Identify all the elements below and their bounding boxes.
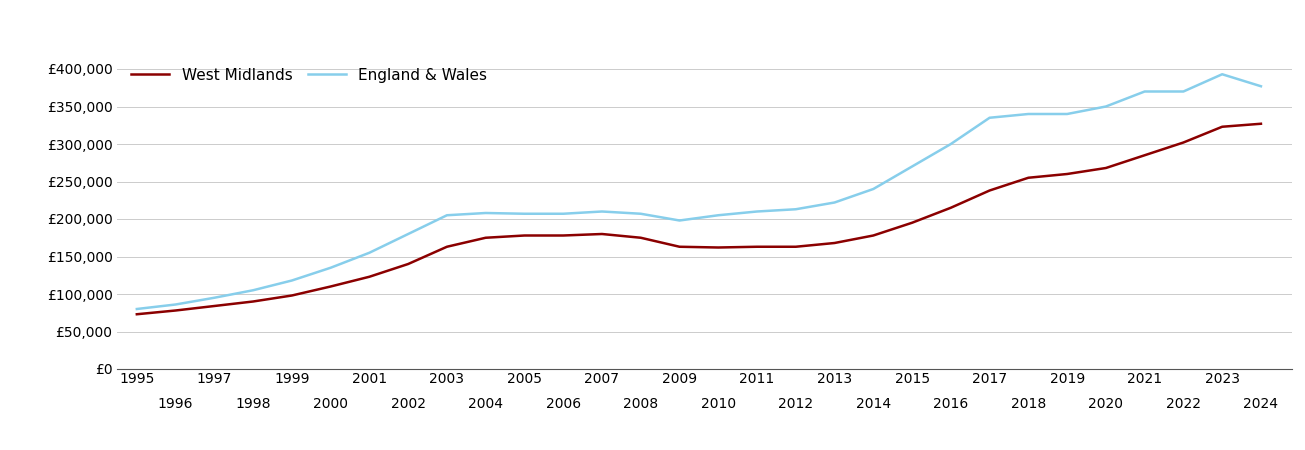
Line: West Midlands: West Midlands: [137, 124, 1261, 314]
West Midlands: [168, 308, 184, 313]
West Midlands: [1060, 171, 1075, 177]
England & Wales: [827, 200, 843, 205]
England & Wales: [322, 265, 338, 270]
England & Wales: [361, 250, 377, 256]
England & Wales: [1253, 84, 1268, 89]
West Midlands: [594, 231, 609, 237]
England & Wales: [1021, 111, 1036, 117]
England & Wales: [556, 211, 572, 216]
West Midlands: [1176, 140, 1191, 145]
West Midlands: [438, 244, 454, 249]
England & Wales: [517, 211, 532, 216]
England & Wales: [710, 212, 726, 218]
England & Wales: [478, 210, 493, 216]
West Midlands: [1253, 121, 1268, 126]
West Midlands: [478, 235, 493, 240]
England & Wales: [284, 278, 300, 283]
West Midlands: [788, 244, 804, 249]
Legend: West Midlands, England & Wales: West Midlands, England & Wales: [125, 62, 493, 89]
West Midlands: [206, 303, 222, 309]
England & Wales: [749, 209, 765, 214]
West Midlands: [710, 245, 726, 250]
West Midlands: [556, 233, 572, 238]
England & Wales: [206, 295, 222, 301]
West Midlands: [633, 235, 649, 240]
England & Wales: [1098, 104, 1113, 109]
West Midlands: [401, 261, 416, 267]
West Midlands: [749, 244, 765, 249]
West Midlands: [361, 274, 377, 279]
West Midlands: [1215, 124, 1231, 130]
West Midlands: [944, 205, 959, 211]
England & Wales: [633, 211, 649, 216]
England & Wales: [865, 186, 881, 192]
Line: England & Wales: England & Wales: [137, 74, 1261, 309]
England & Wales: [401, 231, 416, 237]
England & Wales: [1176, 89, 1191, 94]
England & Wales: [168, 302, 184, 307]
West Midlands: [517, 233, 532, 238]
West Midlands: [322, 284, 338, 289]
England & Wales: [438, 212, 454, 218]
West Midlands: [1098, 165, 1113, 171]
West Midlands: [245, 299, 261, 304]
England & Wales: [788, 207, 804, 212]
England & Wales: [594, 209, 609, 214]
England & Wales: [904, 164, 920, 169]
England & Wales: [672, 218, 688, 223]
England & Wales: [1137, 89, 1152, 94]
West Midlands: [1137, 153, 1152, 158]
West Midlands: [827, 240, 843, 246]
West Midlands: [904, 220, 920, 225]
England & Wales: [981, 115, 997, 121]
England & Wales: [129, 306, 145, 312]
England & Wales: [245, 288, 261, 293]
West Midlands: [284, 293, 300, 298]
West Midlands: [981, 188, 997, 193]
West Midlands: [129, 311, 145, 317]
England & Wales: [1215, 72, 1231, 77]
West Midlands: [865, 233, 881, 238]
England & Wales: [944, 141, 959, 147]
West Midlands: [672, 244, 688, 249]
England & Wales: [1060, 111, 1075, 117]
West Midlands: [1021, 175, 1036, 180]
